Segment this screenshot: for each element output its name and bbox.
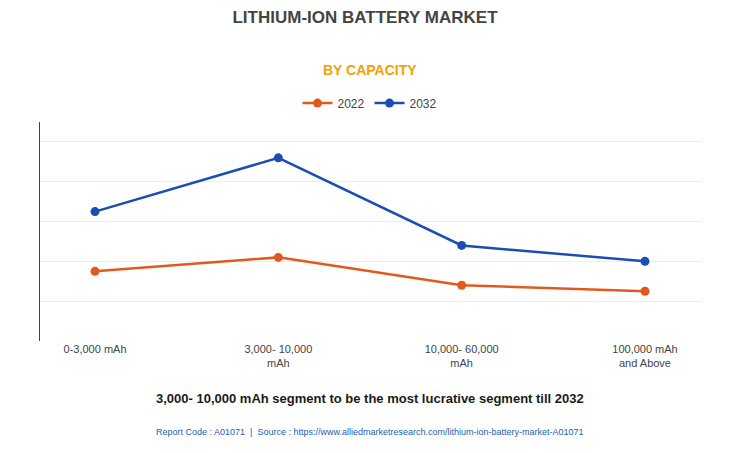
svg-text:10,000- 60,000mAh: 10,000- 60,000mAh <box>425 343 499 369</box>
svg-text:100,000 mAhand Above: 100,000 mAhand Above <box>612 343 677 369</box>
svg-text:Report Code : A01071 | Sourc: Report Code : A01071 | Source : https://… <box>156 427 584 437</box>
svg-text:LITHIUM-ION BATTERY MARKET: LITHIUM-ION BATTERY MARKET <box>232 8 498 27</box>
svg-text:BY CAPACITY: BY CAPACITY <box>323 62 417 78</box>
svg-text:3,000- 10,000mAh: 3,000- 10,000mAh <box>244 343 312 369</box>
svg-text:0-3,000 mAh: 0-3,000 mAh <box>64 343 127 355</box>
svg-text:3,000- 10,000 mAh segment to b: 3,000- 10,000 mAh segment to be the most… <box>156 391 584 406</box>
svg-text:2022: 2022 <box>338 97 365 111</box>
svg-text:2032: 2032 <box>410 97 437 111</box>
